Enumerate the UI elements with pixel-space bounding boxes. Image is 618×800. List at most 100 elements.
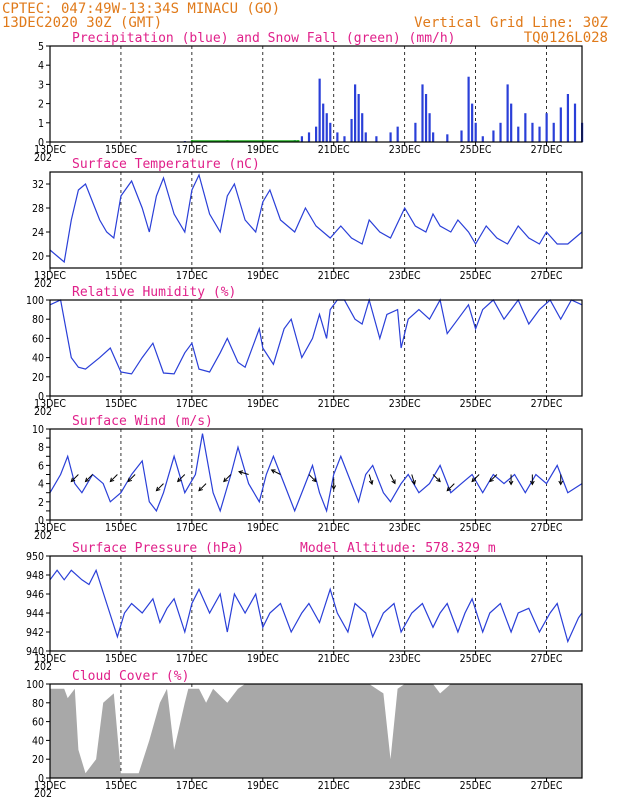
wind-arrow bbox=[70, 474, 79, 482]
y-tick-label: 946 bbox=[26, 589, 44, 601]
wind-arrow-head bbox=[436, 477, 441, 483]
x-tick-label: 25DEC bbox=[460, 522, 492, 534]
panel-title-precip: Precipitation (blue) and Snow Fall (gree… bbox=[72, 31, 456, 46]
y-tick-label: 950 bbox=[26, 551, 44, 563]
x-year-label: 202 bbox=[34, 788, 52, 800]
precip-bar bbox=[322, 103, 325, 142]
precip-bar bbox=[300, 136, 304, 142]
y-tick-label: 10 bbox=[32, 424, 44, 436]
precip-bar bbox=[573, 103, 577, 142]
precip-bar bbox=[357, 94, 360, 142]
x-tick-label: 25DEC bbox=[460, 653, 492, 665]
wind-arrow-head bbox=[368, 480, 374, 486]
precip-bar bbox=[517, 126, 520, 142]
precip-bar bbox=[336, 132, 339, 142]
x-tick-label: 13DEC bbox=[34, 144, 66, 156]
precip-bar bbox=[375, 136, 378, 142]
panel-temp: 20 24 28 32 13DEC 15DEC 17DEC 19DEC 21DEC 23DEC 25… bbox=[32, 157, 583, 290]
x-tick-label: 13DEC bbox=[34, 270, 66, 282]
precip-bar bbox=[481, 136, 484, 142]
wind-arrow-head bbox=[411, 480, 416, 486]
x-tick-label: 23DEC bbox=[389, 398, 421, 410]
y-tick-label: 940 bbox=[26, 646, 44, 658]
x-tick-label: 23DEC bbox=[389, 522, 421, 534]
wind-arrow-head bbox=[176, 477, 182, 483]
wind-arrow-head bbox=[223, 477, 228, 483]
y-tick-label: 1 bbox=[38, 118, 44, 130]
y-tick-label: 8 bbox=[38, 442, 44, 454]
precip-bar bbox=[297, 140, 300, 142]
x-tick-label: 19DEC bbox=[247, 270, 279, 282]
precip-bar bbox=[492, 130, 495, 142]
x-tick-label: 21DEC bbox=[318, 270, 350, 282]
y-tick-label: 24 bbox=[32, 227, 44, 239]
precip-bar bbox=[361, 113, 364, 142]
panel-frame bbox=[49, 45, 583, 143]
panel-title-rh: Relative Humidity (%) bbox=[72, 285, 236, 300]
x-year-label: 202 bbox=[34, 661, 52, 673]
y-tick-label: 6 bbox=[38, 460, 44, 472]
precip-bar bbox=[538, 126, 541, 142]
x-year-label: 202 bbox=[34, 530, 52, 542]
wind-arrow bbox=[308, 474, 317, 482]
precip-bar bbox=[460, 130, 463, 142]
wind-arrow-head bbox=[446, 486, 452, 492]
precip-bar bbox=[315, 126, 318, 142]
y-tick-label: 3 bbox=[38, 79, 44, 91]
y-tick-label: 948 bbox=[26, 570, 44, 582]
wind-arrow bbox=[198, 483, 207, 492]
x-tick-label: 27DEC bbox=[531, 522, 563, 534]
x-tick-label: 21DEC bbox=[318, 144, 350, 156]
x-tick-label: 25DEC bbox=[460, 270, 492, 282]
panel-precip: 0 1 2 3 4 5 13DEC 15DEC 17DEC 19DEC 21DEC 23DEC 25DE… bbox=[34, 30, 608, 164]
x-tick-label: 17DEC bbox=[176, 398, 208, 410]
precip-bar bbox=[414, 122, 417, 142]
wind-arrow bbox=[85, 474, 93, 482]
wind-arrow-head bbox=[391, 479, 396, 485]
wind-arrow bbox=[432, 474, 441, 482]
x-tick-label: 15DEC bbox=[105, 270, 137, 282]
wind-arrow-head bbox=[558, 480, 564, 486]
x-tick-label: 15DEC bbox=[105, 780, 137, 792]
x-tick-label: 21DEC bbox=[318, 522, 350, 534]
precip-bar bbox=[524, 113, 527, 142]
wind-arrow-head bbox=[529, 480, 535, 486]
panel-frame bbox=[49, 683, 583, 779]
x-tick-label: 15DEC bbox=[105, 653, 137, 665]
wind-arrow-head bbox=[508, 480, 514, 486]
cloud-area bbox=[50, 684, 582, 778]
x-tick-label: 17DEC bbox=[176, 653, 208, 665]
x-tick-label: 19DEC bbox=[247, 780, 279, 792]
wind-arrow-head bbox=[311, 477, 317, 483]
x-tick-label: 27DEC bbox=[531, 398, 563, 410]
wind-arrow bbox=[177, 474, 186, 482]
wind-arrow-head bbox=[127, 477, 133, 483]
wind-arrow bbox=[446, 483, 455, 492]
x-tick-label: 19DEC bbox=[247, 522, 279, 534]
x-tick-label: 23DEC bbox=[389, 270, 421, 282]
y-tick-label: 5 bbox=[38, 41, 44, 53]
y-tick-label: 20 bbox=[32, 251, 44, 263]
precip-bar bbox=[552, 122, 555, 142]
wind-arrow bbox=[271, 469, 281, 475]
y-tick-label: 40 bbox=[32, 353, 44, 365]
wind-arrow bbox=[368, 474, 373, 485]
wind-series-line bbox=[49, 433, 583, 514]
x-tick-label: 17DEC bbox=[176, 270, 208, 282]
wind-arrow-head bbox=[489, 477, 494, 483]
pressure-series-line bbox=[49, 568, 583, 644]
precip-bar bbox=[396, 126, 399, 142]
precip-bar bbox=[510, 103, 513, 142]
header-date: 13DEC2020 30Z (GMT) bbox=[2, 15, 162, 31]
x-tick-label: 25DEC bbox=[460, 144, 492, 156]
x-tick-label: 25DEC bbox=[460, 398, 492, 410]
rh-series-line bbox=[49, 297, 583, 375]
panel-frame bbox=[49, 428, 583, 521]
panel-title-temp: Surface Temperature (nC) bbox=[72, 157, 260, 172]
y-tick-label: 2 bbox=[38, 99, 44, 111]
header-grid-note: Vertical Grid Line: 30Z bbox=[414, 15, 608, 31]
panel-frame bbox=[49, 299, 583, 397]
run-code: TQ0126L028 bbox=[524, 30, 608, 46]
header-location: CPTEC: 047:49W-13:34S MINACU (GO) bbox=[2, 1, 280, 17]
precip-bar bbox=[307, 132, 311, 142]
